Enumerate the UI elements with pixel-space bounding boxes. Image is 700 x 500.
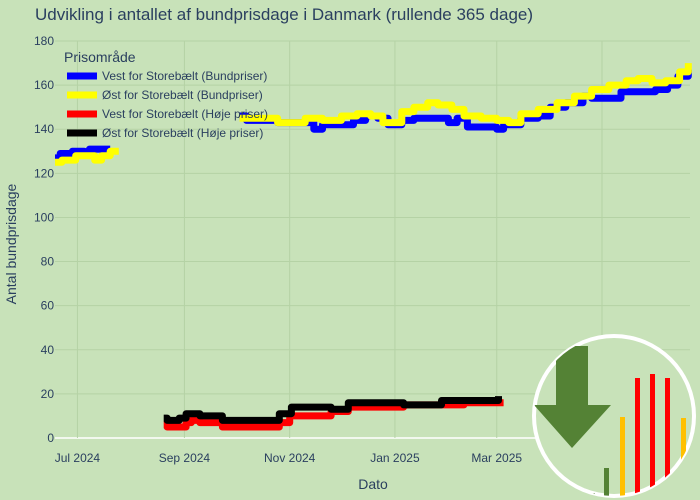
- arrow-down-icon: [534, 346, 611, 448]
- y-axis-title: Antal bundprisdage: [3, 183, 19, 304]
- logo-bar: [635, 378, 640, 496]
- series-path: [239, 63, 692, 127]
- x-axis-title: Dato: [358, 476, 388, 492]
- y-tick-label: 100: [34, 210, 54, 224]
- legend-item: Vest for Storebælt (Høje priser): [67, 107, 268, 121]
- y-tick-label: 160: [34, 78, 54, 92]
- y-tick-label: 140: [34, 122, 54, 136]
- series-path: [163, 399, 504, 431]
- series-line: [163, 399, 504, 431]
- y-axis-ticks: 0 20 40 60 80 100 120 140 160 180: [34, 34, 54, 445]
- legend-item: Øst for Storebælt (Høje priser): [67, 126, 263, 140]
- legend-label: Vest for Storebælt (Bundpriser): [102, 69, 267, 83]
- legend-items: Vest for Storebælt (Bundpriser) Øst for S…: [67, 69, 268, 140]
- y-tick-label: 180: [34, 34, 54, 48]
- series-path: [163, 396, 502, 424]
- series-path: [55, 145, 111, 162]
- series-line: [55, 69, 692, 162]
- y-tick-label: 120: [34, 166, 54, 180]
- legend-item: Vest for Storebælt (Bundpriser): [67, 69, 267, 83]
- logo-bar: [604, 468, 609, 496]
- logo-bar: [665, 378, 670, 496]
- x-tick-label: Jan 2025: [370, 451, 420, 465]
- chart-title: Udvikling i antallet af bundprisdage i D…: [35, 5, 533, 24]
- logo-badge: [532, 334, 696, 498]
- series-line: [163, 396, 502, 424]
- legend: Prisområde Vest for Storebælt (Bundprise…: [64, 49, 268, 140]
- legend-label: Øst for Storebælt (Bundpriser): [102, 88, 263, 102]
- series-layer: [55, 63, 692, 431]
- y-tick-label: 20: [41, 387, 55, 401]
- y-tick-label: 60: [41, 299, 55, 313]
- legend-title: Prisområde: [64, 49, 136, 65]
- series-path: [239, 69, 692, 133]
- legend-label: Øst for Storebælt (Høje priser): [102, 126, 263, 140]
- y-tick-label: 80: [41, 255, 55, 269]
- x-tick-label: Nov 2024: [264, 451, 316, 465]
- y-tick-label: 40: [41, 343, 55, 357]
- x-tick-label: Sep 2024: [159, 451, 211, 465]
- logo-bar: [620, 417, 625, 496]
- series-line: [55, 63, 692, 166]
- logo-bar: [650, 374, 655, 496]
- legend-item: Øst for Storebælt (Bundpriser): [67, 88, 263, 102]
- series-path: [55, 147, 119, 166]
- legend-label: Vest for Storebælt (Høje priser): [102, 107, 268, 121]
- x-tick-label: Jul 2024: [55, 451, 101, 465]
- y-tick-label: 0: [47, 431, 54, 445]
- x-tick-label: Mar 2025: [471, 451, 522, 465]
